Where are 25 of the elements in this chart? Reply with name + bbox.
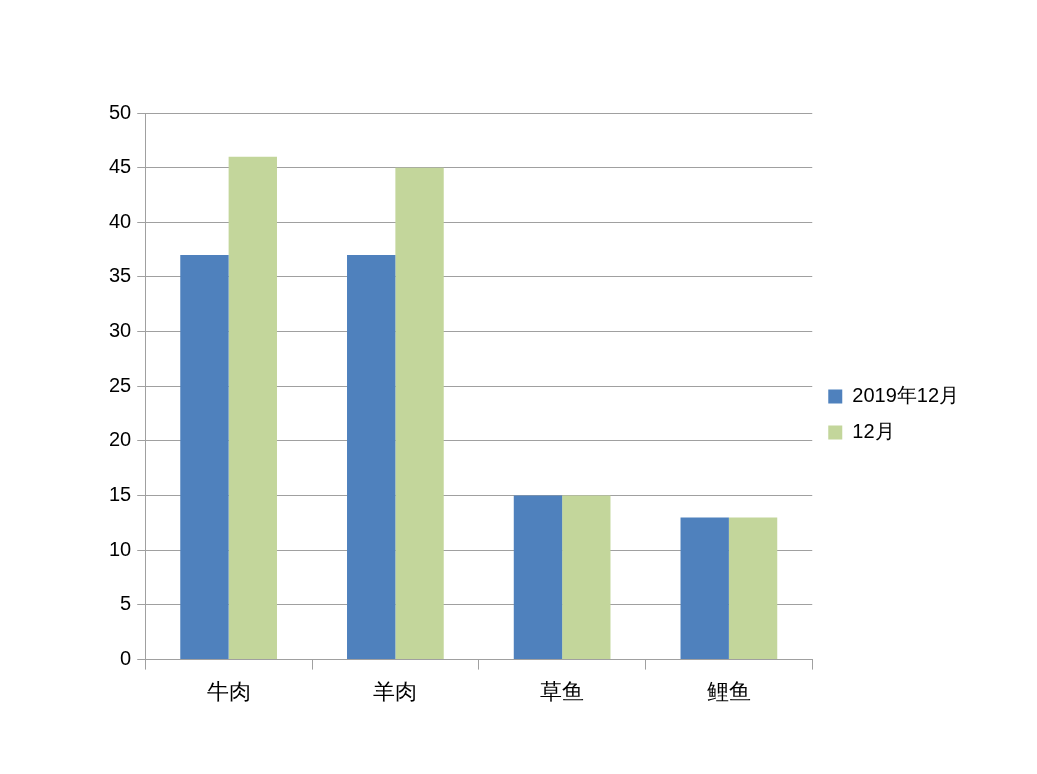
legend-label: 2019年12月 [852,384,960,407]
bar [562,495,611,660]
y-tick-label: 5 [120,592,132,615]
bar [513,495,563,660]
bar [680,517,729,660]
y-tick-label: 45 [109,155,132,178]
y-tick-label: 20 [109,428,132,451]
y-tick-label: 35 [109,264,132,287]
x-tick-label: 草鱼 [540,678,585,704]
bar [728,517,778,660]
y-tick-label: 30 [109,319,132,342]
x-tick-label: 牛肉 [206,678,251,704]
y-tick-label: 10 [109,537,132,560]
legend-label: 12月 [852,420,895,443]
bar [180,255,229,660]
x-tick-label: 羊肉 [373,678,418,704]
y-tick-label: 50 [109,100,132,123]
y-tick-label: 40 [109,209,132,232]
bar [347,255,396,660]
y-tick-label: 25 [109,373,132,396]
x-tick-label: 鲤鱼 [706,678,751,704]
bar [228,156,277,660]
bar [395,167,444,660]
y-tick-label: 15 [109,483,132,506]
y-tick-label: 0 [120,647,132,670]
